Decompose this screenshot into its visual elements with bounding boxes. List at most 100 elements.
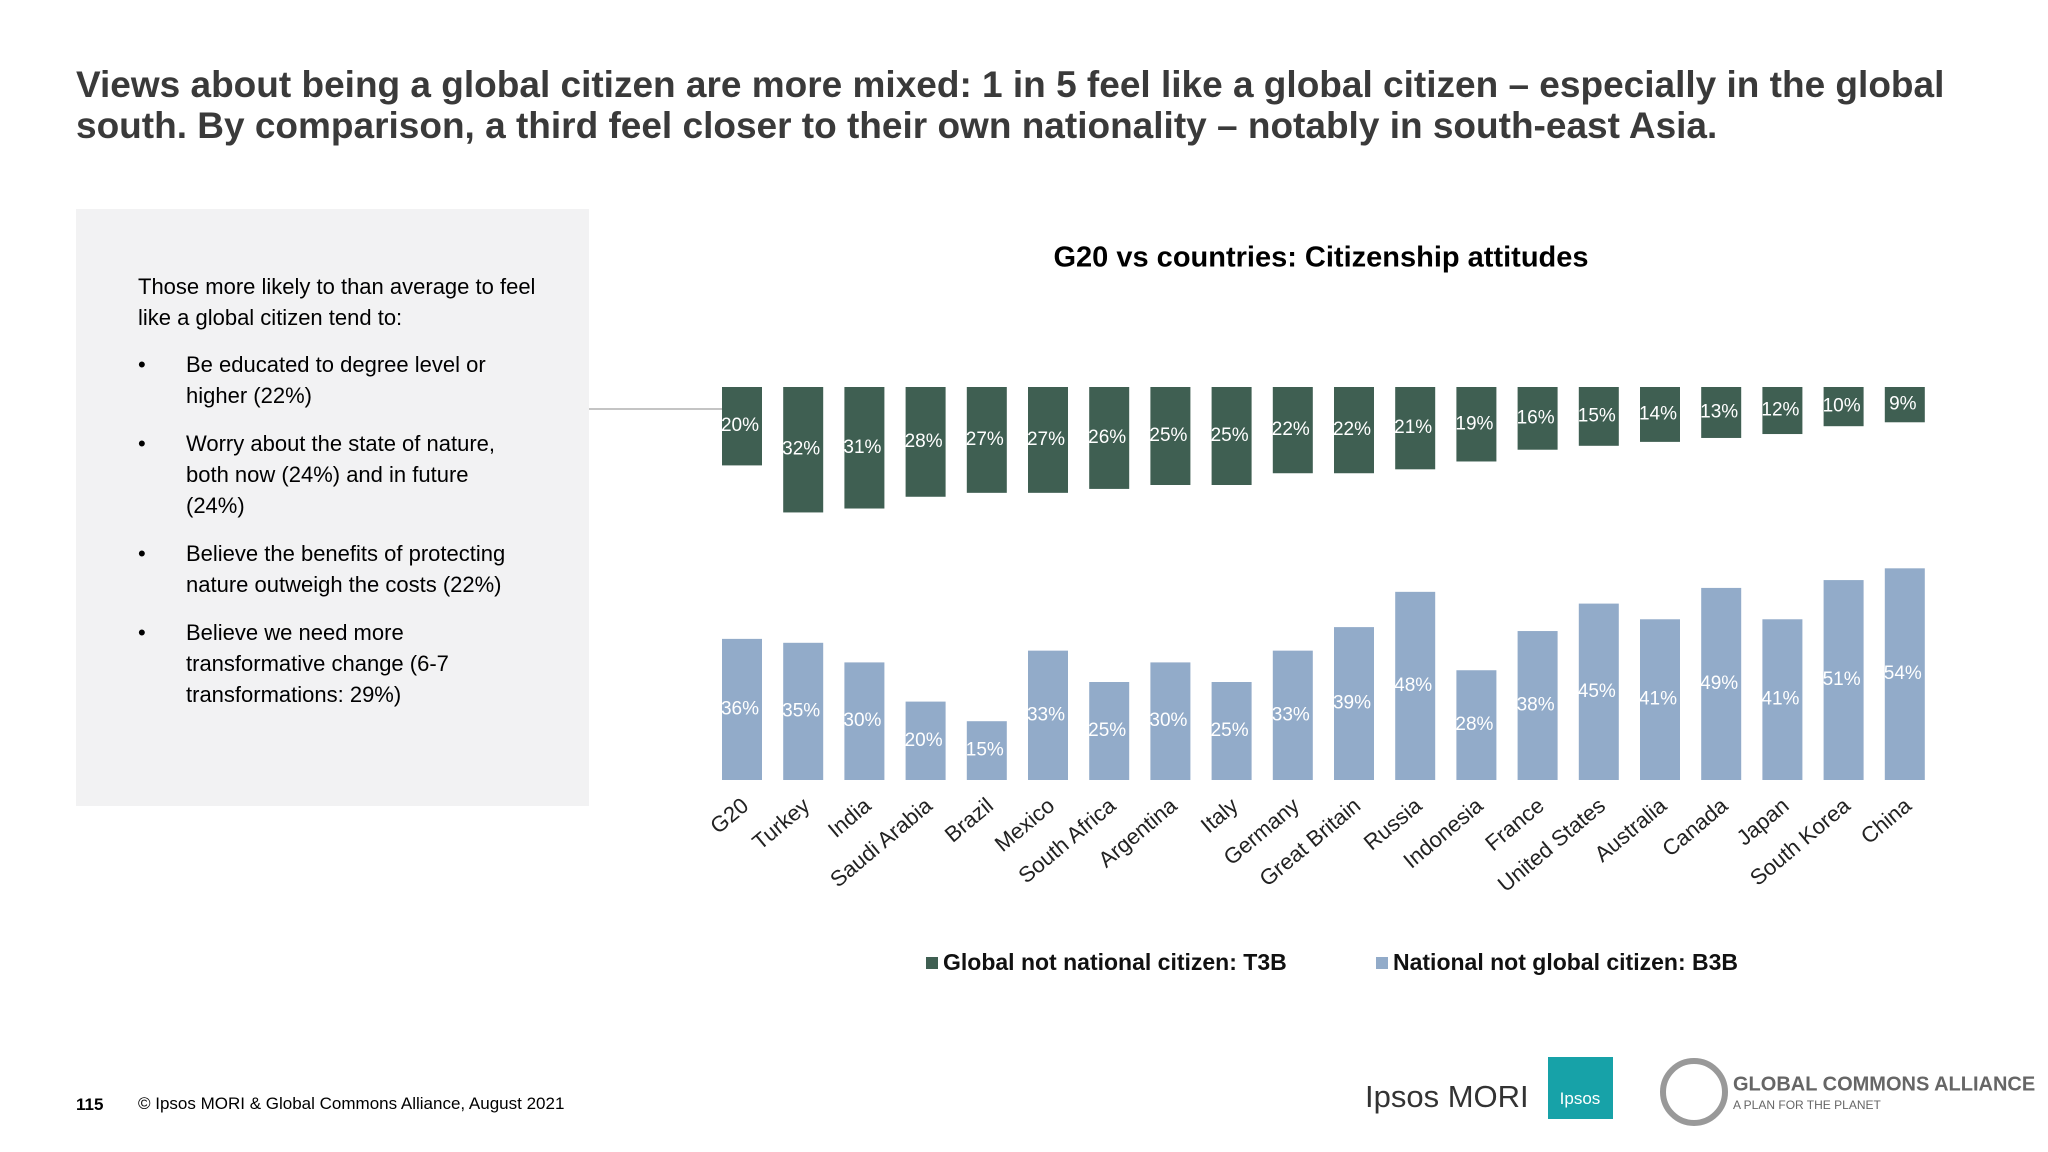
bar [1089, 387, 1130, 489]
bar [1578, 387, 1619, 446]
bar [1823, 387, 1864, 427]
bar [783, 642, 824, 780]
data-label: 25% [1211, 720, 1249, 741]
logo-text: GLOBAL COMMONS ALLIANCE [1733, 1073, 2035, 1095]
bar [783, 387, 824, 513]
data-label: 45% [1578, 681, 1616, 702]
bar [1640, 619, 1680, 780]
data-label: 9% [1889, 394, 1917, 415]
x-tick-label: Brazil [940, 793, 998, 848]
data-label: 30% [1149, 710, 1187, 731]
bar [966, 387, 1007, 493]
bar [1028, 650, 1068, 780]
data-label: 21% [1394, 417, 1432, 438]
data-label: 28% [905, 431, 943, 452]
bar [1456, 387, 1497, 462]
data-label: 27% [966, 429, 1004, 450]
data-label: 27% [1027, 429, 1065, 450]
logo-text: Ipsos [1560, 1089, 1601, 1108]
bullet: Believe we need more transformative chan… [138, 617, 526, 710]
bar [722, 638, 762, 780]
data-label: 12% [1761, 400, 1799, 421]
data-label: 22% [1272, 419, 1310, 440]
data-label: 51% [1823, 669, 1861, 690]
bar [1334, 387, 1374, 474]
bar [1334, 627, 1374, 780]
bar [1272, 387, 1313, 474]
legend-label: Global not national citizen: T3B [943, 949, 1287, 975]
data-label: 16% [1517, 407, 1555, 428]
legend-swatch [1376, 957, 1388, 969]
data-label: 31% [843, 437, 881, 458]
data-label: 32% [782, 439, 820, 460]
bar [1762, 387, 1803, 435]
data-label: 14% [1639, 403, 1677, 424]
bar [1762, 619, 1803, 780]
page-number: 115 [76, 1095, 104, 1114]
bullet: Be educated to degree level or higher (2… [138, 349, 526, 411]
bar [1150, 387, 1191, 485]
legend-label: National not global citizen: B3B [1393, 949, 1738, 975]
x-tick-label: Turkey [747, 793, 814, 855]
bar [1884, 568, 1925, 780]
data-label: 48% [1394, 675, 1432, 696]
data-label: 20% [905, 730, 943, 751]
bar [1150, 662, 1191, 780]
panel-bullets: Be educated to degree level or higher (2… [138, 349, 538, 727]
data-label: 49% [1700, 673, 1738, 694]
x-tick-label: G20 [705, 793, 753, 839]
data-label: 13% [1700, 401, 1738, 422]
bar [1028, 387, 1068, 493]
data-label: 36% [721, 698, 759, 719]
data-label: 25% [1149, 425, 1187, 446]
data-label: 19% [1455, 413, 1493, 434]
bar [905, 701, 946, 780]
data-label: 10% [1823, 396, 1861, 417]
data-label: 54% [1884, 663, 1922, 684]
bar [1395, 591, 1436, 780]
side-panel: Those more likely to than average to fee… [76, 209, 589, 806]
data-label: 25% [1088, 720, 1126, 741]
bullet: Believe the benefits of protecting natur… [138, 538, 526, 600]
legend-swatch [926, 957, 938, 969]
bar [1701, 387, 1742, 438]
data-label: 38% [1517, 695, 1555, 716]
bullet: Worry about the state of nature, both no… [138, 428, 526, 521]
logo-ring [1660, 1058, 1728, 1126]
bar [1456, 670, 1497, 780]
bar [966, 721, 1007, 780]
bar [1395, 387, 1436, 470]
bar [844, 662, 885, 780]
x-tick-label: Italy [1196, 793, 1243, 838]
bar [844, 387, 885, 509]
data-label: 28% [1455, 714, 1493, 735]
data-label: 41% [1639, 689, 1677, 710]
x-tick-label: India [823, 792, 876, 842]
data-label: 33% [1272, 704, 1310, 725]
logo-text: A PLAN FOR THE PLANET [1733, 1098, 1881, 1112]
bar [1640, 387, 1680, 442]
data-label: 33% [1027, 704, 1065, 725]
logo-box [1548, 1057, 1613, 1119]
data-label: 39% [1333, 693, 1371, 714]
data-label: 35% [782, 700, 820, 721]
data-label: 25% [1211, 425, 1249, 446]
data-label: 22% [1333, 419, 1371, 440]
bar [1517, 387, 1558, 450]
bar [905, 387, 946, 497]
data-label: 26% [1088, 427, 1126, 448]
logo-text: Ipsos MORI [1365, 1079, 1529, 1114]
data-label: 30% [843, 710, 881, 731]
bar [1089, 682, 1130, 780]
data-label: 41% [1761, 689, 1799, 710]
chart-title: G20 vs countries: Citizenship attitudes [1054, 242, 1589, 274]
bar [1701, 587, 1742, 780]
bar [1211, 387, 1252, 485]
bar [1884, 387, 1925, 423]
bar [1517, 631, 1558, 780]
data-label: 15% [1578, 405, 1616, 426]
copyright: © Ipsos MORI & Global Commons Alliance, … [138, 1094, 565, 1113]
bar [1578, 603, 1619, 780]
